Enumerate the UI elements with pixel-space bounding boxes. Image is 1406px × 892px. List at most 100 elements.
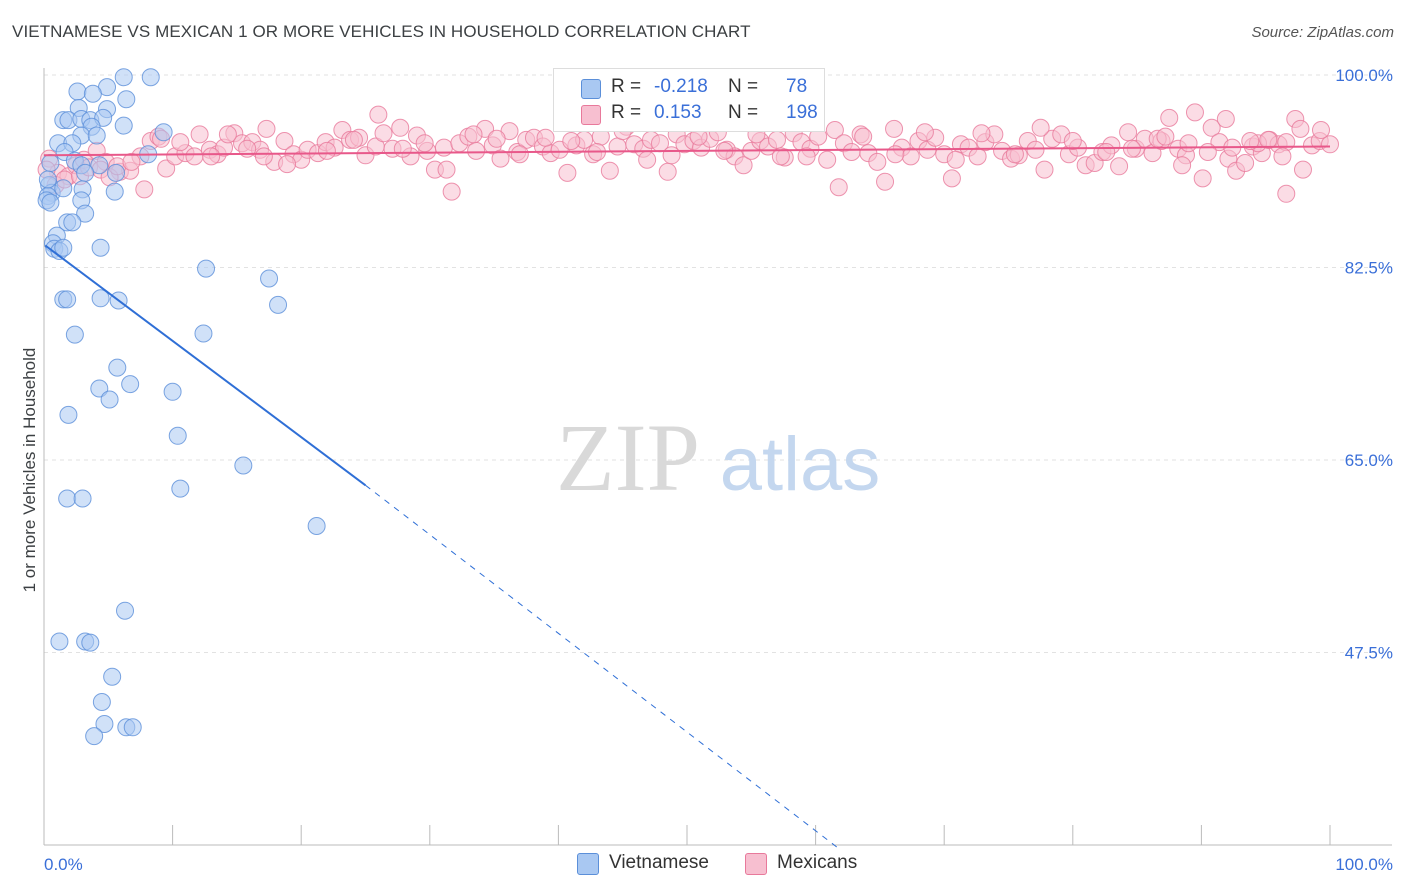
mexicans-point [608,137,627,156]
mexicans-point [1293,160,1312,179]
mexicans-point [662,146,681,165]
legend-swatch-mexicans [745,853,767,875]
vietnamese-point [141,68,160,87]
mexicans-point [1216,110,1235,128]
vietnamese-point [95,715,114,733]
mexicans-point [1311,121,1330,139]
mexicans-point [1097,143,1116,161]
mexicans-point [317,141,336,160]
mexicans-point [157,159,176,178]
vietnamese-point [92,693,111,711]
trend-lines [43,145,1331,851]
vietnamese-point [90,379,109,398]
vietnamese-point [154,123,173,142]
mexicans-point [1160,108,1179,127]
vietnamese-point [91,289,110,308]
vietnamese-point [107,163,126,182]
vietnamese-point [114,68,133,87]
legend-row-mexicans: R = 0.153 N = 198 [554,102,824,126]
chart-title: VIETNAMESE VS MEXICAN 1 OR MORE VEHICLES… [12,22,751,41]
mexicans-point [842,143,861,161]
mexicans-point [915,123,934,142]
mexicans-point [464,125,483,144]
legend-label-mexicans: Mexicans [777,852,858,873]
mexicans-point [600,161,619,180]
mexicans-point [467,141,486,160]
vietnamese-point [41,193,60,212]
source-label: Source: ZipAtlas.com [1251,24,1394,41]
vietnamese-point [65,325,84,344]
mexicans-point [886,145,905,164]
legend-n-label: N = [728,102,759,123]
mexicans-point [374,124,393,143]
mexicans-point [202,147,221,166]
series-legend: Vietnamese Mexicans [0,852,1406,876]
vietnamese-point [58,489,77,508]
vietnamese-point [269,295,288,314]
mexicans-point [1185,103,1204,122]
axes [43,68,1392,846]
vietnamese-point [58,290,77,309]
mexicans-trend-line [43,145,1331,157]
mexicans-point [437,160,456,179]
vietnamese-point [41,154,60,172]
mexicans-point [734,156,753,175]
vietnamese-point [100,390,119,409]
mexicans-point [1259,130,1278,149]
mexicans-point [1173,156,1192,175]
vietnamese-point [76,204,95,223]
vietnamese-point [171,479,190,498]
mexicans-point [868,152,887,171]
vietnamese-point [194,324,213,343]
mexicans-point [278,155,297,174]
vietnamese-point [105,182,124,201]
mexicans-point [797,147,816,166]
vietnamese-point [38,170,57,189]
legend-n-value: 78 [786,76,808,97]
vietnamese-point [307,517,326,535]
mexicans-point [1241,132,1260,150]
mexicans-point [771,147,790,166]
mexicans-point [885,119,904,138]
vietnamese-point [68,82,87,101]
legend-r-label: R = [611,102,642,123]
mexicans-point [1291,119,1310,138]
vietnamese-point [81,633,100,652]
legend-swatch-vietnamese [581,79,601,99]
watermark: ZIP atlas [556,404,880,511]
mexicans-point [562,132,581,150]
vietnamese-trend-extension [365,484,842,851]
mexicans-point [171,133,190,152]
vietnamese-point [114,116,133,135]
mexicans-point [1031,118,1050,137]
mexicans-point [829,178,848,197]
mexicans-point [415,134,434,153]
mexicans-point [972,124,991,143]
vietnamese-point [117,90,136,109]
y-tick-label: 82.5% [1345,259,1393,278]
legend-n-label: N = [728,76,759,97]
mexicans-point [442,182,461,201]
vietnamese-point [54,179,73,198]
vietnamese-point [108,358,127,377]
mexicans-point [946,150,965,169]
vietnamese-point [197,259,216,278]
mexicans-point [768,130,787,149]
mexicans-point [876,172,895,191]
vietnamese-trend-line [44,244,367,487]
mexicans-point [135,180,154,199]
vietnamese-point [83,84,102,103]
vietnamese-point [168,426,187,445]
mexicans-point [901,147,920,166]
vietnamese-point [103,667,122,686]
legend-n-value: 198 [786,102,818,123]
legend-swatch-vietnamese [577,853,599,875]
watermark-atlas: atlas [720,422,881,507]
mexicans-point [1179,134,1198,153]
vietnamese-point [163,382,182,401]
mexicans-point [254,147,273,166]
mexicans-point [510,145,529,164]
mexicans-point [487,129,506,148]
mexicans-point [1193,169,1212,188]
mexicans-point [1273,147,1292,166]
